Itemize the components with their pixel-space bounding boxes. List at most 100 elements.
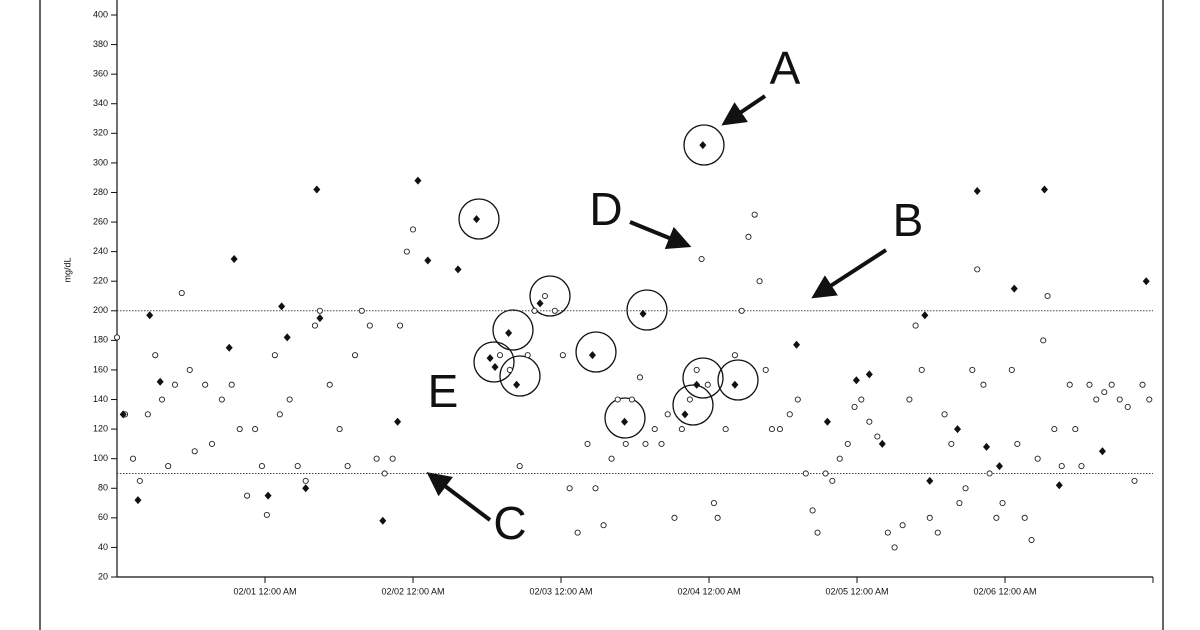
glucose-reading: [678, 426, 685, 433]
glucose-reading: [751, 211, 758, 218]
annotation-label: B: [893, 194, 924, 246]
glucose-reading: [794, 396, 801, 403]
y-tick-label: 140: [93, 394, 108, 404]
glucose-reading: [745, 233, 752, 240]
glucose-reading: [351, 352, 359, 359]
glucose-reading: [316, 307, 323, 314]
fingerstick-reading: [454, 265, 462, 274]
fingerstick-reading: [823, 417, 831, 426]
glucose-reading: [698, 255, 705, 263]
glucose-reading: [941, 411, 948, 418]
x-tick-label: 02/03 12:00 AM: [529, 586, 592, 596]
glucose-reading: [762, 366, 769, 373]
y-tick-label: 100: [93, 453, 108, 463]
fingerstick-reading: [264, 491, 272, 500]
glucose-reading: [516, 463, 523, 470]
fingerstick-reading: [134, 496, 142, 505]
glucose-reading: [506, 366, 513, 373]
glucose-reading: [358, 307, 365, 314]
y-tick-label: 40: [98, 542, 108, 552]
y-axis-label: mg/dL: [62, 257, 72, 282]
glucose-reading: [710, 500, 717, 507]
fingerstick-reading: [588, 351, 596, 360]
fingerstick-reading: [693, 380, 701, 389]
glucose-reading: [600, 522, 607, 529]
y-tick-label: 360: [93, 69, 108, 79]
glucose-reading: [271, 352, 278, 359]
glucose-reading: [1072, 426, 1079, 433]
y-tick-label: 300: [93, 157, 108, 167]
arrows: [426, 94, 888, 522]
glucose-reading: [178, 289, 185, 297]
fingerstick-reading: [394, 417, 402, 426]
fingerstick-reading: [302, 484, 310, 493]
fingerstick-reading: [954, 425, 962, 434]
fingerstick-reading: [681, 410, 689, 419]
glucose-reading: [1014, 440, 1021, 447]
glucose-reading: [1028, 536, 1035, 544]
glucose-reading: [664, 411, 671, 418]
glucose-reading: [802, 470, 809, 477]
glucose-reading: [731, 352, 738, 359]
glucose-reading: [1008, 366, 1015, 373]
y-tick-label: 120: [93, 423, 108, 433]
y-tick-label: 20: [98, 571, 108, 581]
fingerstick-reading: [995, 462, 1003, 471]
y-tick-label: 380: [93, 39, 108, 49]
glucose-reading: [814, 529, 821, 536]
glucose-reading: [541, 292, 549, 300]
y-tick-label: 60: [98, 512, 108, 522]
y-tick-label: 340: [93, 98, 108, 108]
glucose-reading: [531, 307, 538, 314]
glucose-reading: [836, 455, 843, 462]
glucose-reading: [671, 514, 678, 521]
glucose-reading: [496, 352, 504, 359]
fingerstick-reading: [278, 302, 286, 311]
glucose-reading: [809, 507, 816, 514]
x-tick-label: 02/01 12:00 AM: [233, 586, 296, 596]
x-tick-label: 02/04 12:00 AM: [677, 586, 740, 596]
glucose-reading: [608, 455, 615, 462]
glucose-reading: [276, 411, 283, 418]
glucose-reading: [858, 396, 865, 403]
glucose-reading: [228, 381, 235, 388]
glucose-reading: [144, 411, 151, 418]
glucose-reading: [409, 226, 417, 233]
glucose-reading: [1058, 463, 1065, 470]
glucose-reading: [286, 396, 293, 403]
glucose-reading: [693, 366, 700, 373]
glucose-reading: [704, 381, 711, 388]
glucose-reading: [373, 455, 380, 462]
glucose-reading: [899, 522, 906, 529]
glucose-reading: [1051, 426, 1058, 433]
glucose-reading: [113, 334, 121, 341]
fingerstick-reading: [1010, 284, 1018, 293]
glucose-reading: [1131, 477, 1138, 484]
glucose-reading: [366, 322, 373, 329]
fingerstick-reading: [926, 476, 934, 485]
glucose-reading: [999, 500, 1006, 507]
glucose-reading: [559, 352, 566, 359]
fingerstick-reading: [513, 380, 521, 389]
fingerstick-reading: [119, 410, 127, 419]
fingerstick-reading: [1142, 277, 1150, 286]
glucose-reading: [829, 477, 836, 484]
glucose-reading: [302, 477, 309, 484]
glucose-reading: [822, 470, 829, 477]
fingerstick-reading: [379, 516, 387, 525]
glucose-reading: [1021, 514, 1028, 521]
fingerstick-reading: [536, 299, 544, 308]
glucose-reading: [622, 440, 629, 447]
y-tick-label: 280: [93, 187, 108, 197]
glucose-reading: [326, 381, 333, 388]
fingerstick-reading: [473, 215, 481, 224]
glucose-reading: [336, 426, 343, 433]
glucose-reading: [344, 463, 351, 470]
glucose-reading: [1139, 381, 1146, 388]
glucose-reading: [191, 448, 198, 455]
glucose-reading: [524, 352, 531, 359]
y-tick-label: 80: [98, 483, 108, 493]
annotation-label: A: [770, 42, 801, 94]
annotation-label: C: [493, 497, 526, 549]
